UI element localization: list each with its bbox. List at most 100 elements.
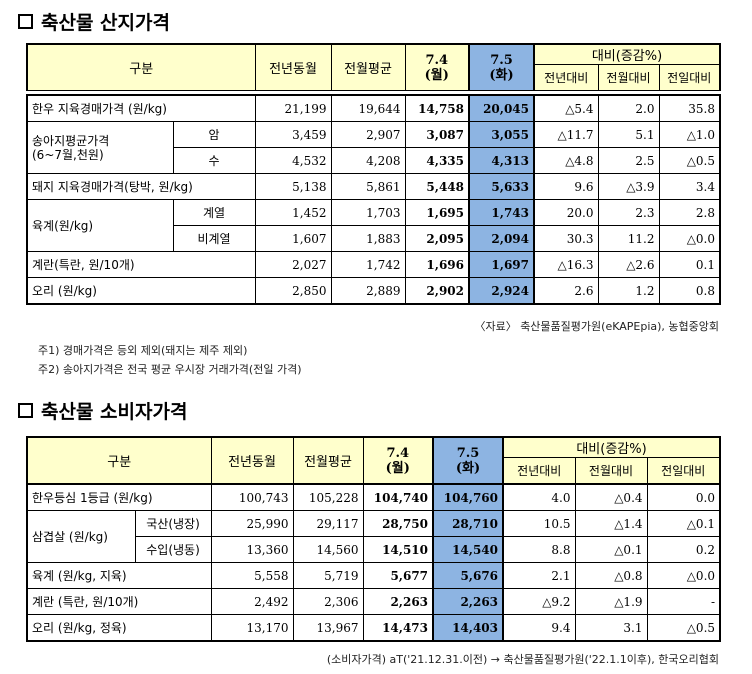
cell-prev-month: 2,889 bbox=[330, 277, 406, 305]
cell-vs-year: 10.5 bbox=[502, 510, 576, 537]
row-sub-domestic: 국산(냉장) bbox=[134, 510, 212, 537]
cell-vs-year: 9.4 bbox=[502, 614, 576, 642]
checkbox-square-icon bbox=[18, 13, 33, 29]
row-sub-male: 수 bbox=[172, 147, 256, 174]
header-prev-year: 전년동월 bbox=[210, 436, 294, 485]
cell-day2: 28,710 bbox=[432, 510, 505, 537]
cell-day1: 28,750 bbox=[362, 510, 434, 537]
section-title-text: 축산물 소비자가격 bbox=[41, 400, 188, 423]
cell-prev-year: 3,459 bbox=[254, 121, 332, 148]
cell-prev-year: 1,607 bbox=[254, 225, 332, 252]
header-vs-month: 전월대비 bbox=[574, 457, 648, 485]
header-vs-month: 전월대비 bbox=[597, 64, 660, 91]
cell-vs-month: △2.6 bbox=[597, 251, 660, 278]
cell-day2: 2,263 bbox=[432, 588, 505, 615]
cell-vs-year: 8.8 bbox=[502, 536, 576, 563]
header-day2: 7.5 (화) bbox=[432, 436, 505, 485]
cell-vs-year: △11.7 bbox=[533, 121, 599, 148]
cell-vs-day: △1.0 bbox=[658, 121, 721, 148]
header-category: 구분 bbox=[25, 436, 212, 485]
row-label-hanwoo: 한우 지육경매가격 (원/kg) bbox=[26, 94, 256, 122]
header-prev-month-avg: 전월평균 bbox=[330, 43, 406, 91]
cell-vs-month: 3.1 bbox=[574, 614, 648, 642]
section-title-consumer-price: 축산물 소비자가격 bbox=[18, 397, 187, 423]
cell-vs-month: △1.9 bbox=[574, 588, 648, 615]
cell-day2: 2,924 bbox=[468, 277, 535, 305]
producer-price-body: 한우 지육경매가격 (원/kg) 21,199 19,644 14,758 20… bbox=[26, 94, 721, 305]
row-label-hanwoo-sirloin: 한우등심 1등급 (원/kg) bbox=[25, 483, 212, 511]
cell-vs-day: 35.8 bbox=[658, 94, 721, 122]
cell-prev-year: 2,492 bbox=[210, 588, 294, 615]
source-note-producer: 〈자료〉 축산물품질평가원(eKAPEpia), 농협중앙회 bbox=[474, 320, 719, 333]
cell-prev-month: 5,719 bbox=[292, 562, 364, 589]
cell-day2: 104,760 bbox=[432, 483, 505, 511]
cell-prev-month: 5,861 bbox=[330, 173, 406, 200]
cell-prev-year: 13,170 bbox=[210, 614, 294, 642]
cell-prev-month: 29,117 bbox=[292, 510, 364, 537]
cell-vs-day: 0.0 bbox=[646, 483, 722, 511]
cell-vs-year: 30.3 bbox=[533, 225, 599, 252]
cell-day2: 1,743 bbox=[468, 199, 535, 226]
cell-prev-year: 21,199 bbox=[254, 94, 332, 122]
cell-prev-month: 1,703 bbox=[330, 199, 406, 226]
row-label-pork: 돼지 지육경매가격(탕박, 원/kg) bbox=[26, 173, 256, 200]
cell-day1: 5,677 bbox=[362, 562, 434, 589]
cell-vs-day: △0.0 bbox=[646, 562, 722, 589]
cell-day2: 4,313 bbox=[468, 147, 535, 174]
cell-vs-day: △0.5 bbox=[646, 614, 722, 642]
cell-day1: 2,095 bbox=[404, 225, 470, 252]
cell-vs-month: △0.1 bbox=[574, 536, 648, 563]
cell-vs-month: △3.9 bbox=[597, 173, 660, 200]
cell-vs-year: 2.6 bbox=[533, 277, 599, 305]
row-sub-integrated: 계열 bbox=[172, 199, 256, 226]
cell-prev-year: 2,850 bbox=[254, 277, 332, 305]
cell-vs-month: 2.5 bbox=[597, 147, 660, 174]
cell-day1: 3,087 bbox=[404, 121, 470, 148]
cell-prev-month: 105,228 bbox=[292, 483, 364, 511]
header-prev-month-avg: 전월평균 bbox=[292, 436, 364, 485]
section-title-text: 축산물 산지가격 bbox=[41, 11, 170, 34]
row-label-duck: 오리 (원/kg, 정육) bbox=[25, 614, 212, 642]
cell-day2: 14,403 bbox=[432, 614, 505, 642]
cell-prev-month: 4,208 bbox=[330, 147, 406, 174]
cell-day1: 1,696 bbox=[404, 251, 470, 278]
cell-vs-year: △16.3 bbox=[533, 251, 599, 278]
cell-vs-day: △0.0 bbox=[658, 225, 721, 252]
footnote-2: 주2) 송아지가격은 전국 평균 우시장 거래가격(전일 가격) bbox=[38, 363, 302, 376]
cell-vs-year: 20.0 bbox=[533, 199, 599, 226]
cell-prev-year: 2,027 bbox=[254, 251, 332, 278]
cell-day1: 104,740 bbox=[362, 483, 434, 511]
cell-vs-day: - bbox=[646, 588, 722, 615]
cell-day2: 14,540 bbox=[432, 536, 505, 563]
cell-prev-year: 4,532 bbox=[254, 147, 332, 174]
cell-prev-month: 19,644 bbox=[330, 94, 406, 122]
cell-vs-day: 3.4 bbox=[658, 173, 721, 200]
row-label-egg: 계란 (특란, 원/10개) bbox=[25, 588, 212, 615]
cell-prev-year: 13,360 bbox=[210, 536, 294, 563]
header-category: 구분 bbox=[25, 43, 256, 91]
row-sub-female: 암 bbox=[172, 121, 256, 148]
header-day1: 7.4 (월) bbox=[404, 43, 470, 91]
cell-prev-month: 1,883 bbox=[330, 225, 406, 252]
cell-day1: 5,448 bbox=[404, 173, 470, 200]
cell-prev-month: 2,907 bbox=[330, 121, 406, 148]
cell-vs-day: 0.8 bbox=[658, 277, 721, 305]
checkbox-square-icon bbox=[18, 402, 33, 418]
cell-vs-year: 9.6 bbox=[533, 173, 599, 200]
cell-prev-year: 1,452 bbox=[254, 199, 332, 226]
cell-vs-year: △9.2 bbox=[502, 588, 576, 615]
source-note-consumer: (소비자가격) aT('21.12.31.이전) → 축산물품질평가원('22.… bbox=[326, 653, 719, 666]
cell-vs-month: 1.2 bbox=[597, 277, 660, 305]
cell-vs-year: 2.1 bbox=[502, 562, 576, 589]
cell-vs-month: △1.4 bbox=[574, 510, 648, 537]
cell-vs-month: △0.8 bbox=[574, 562, 648, 589]
cell-day1: 2,902 bbox=[404, 277, 470, 305]
cell-vs-day: △0.5 bbox=[658, 147, 721, 174]
section-title-producer-price: 축산물 산지가격 bbox=[18, 8, 170, 34]
cell-vs-day: 0.2 bbox=[646, 536, 722, 563]
cell-vs-month: 2.3 bbox=[597, 199, 660, 226]
row-label-egg: 계란(특란, 원/10개) bbox=[26, 251, 256, 278]
row-label-broiler: 육계(원/kg) bbox=[26, 199, 174, 252]
cell-prev-year: 25,990 bbox=[210, 510, 294, 537]
header-vs-day: 전일대비 bbox=[646, 457, 722, 485]
